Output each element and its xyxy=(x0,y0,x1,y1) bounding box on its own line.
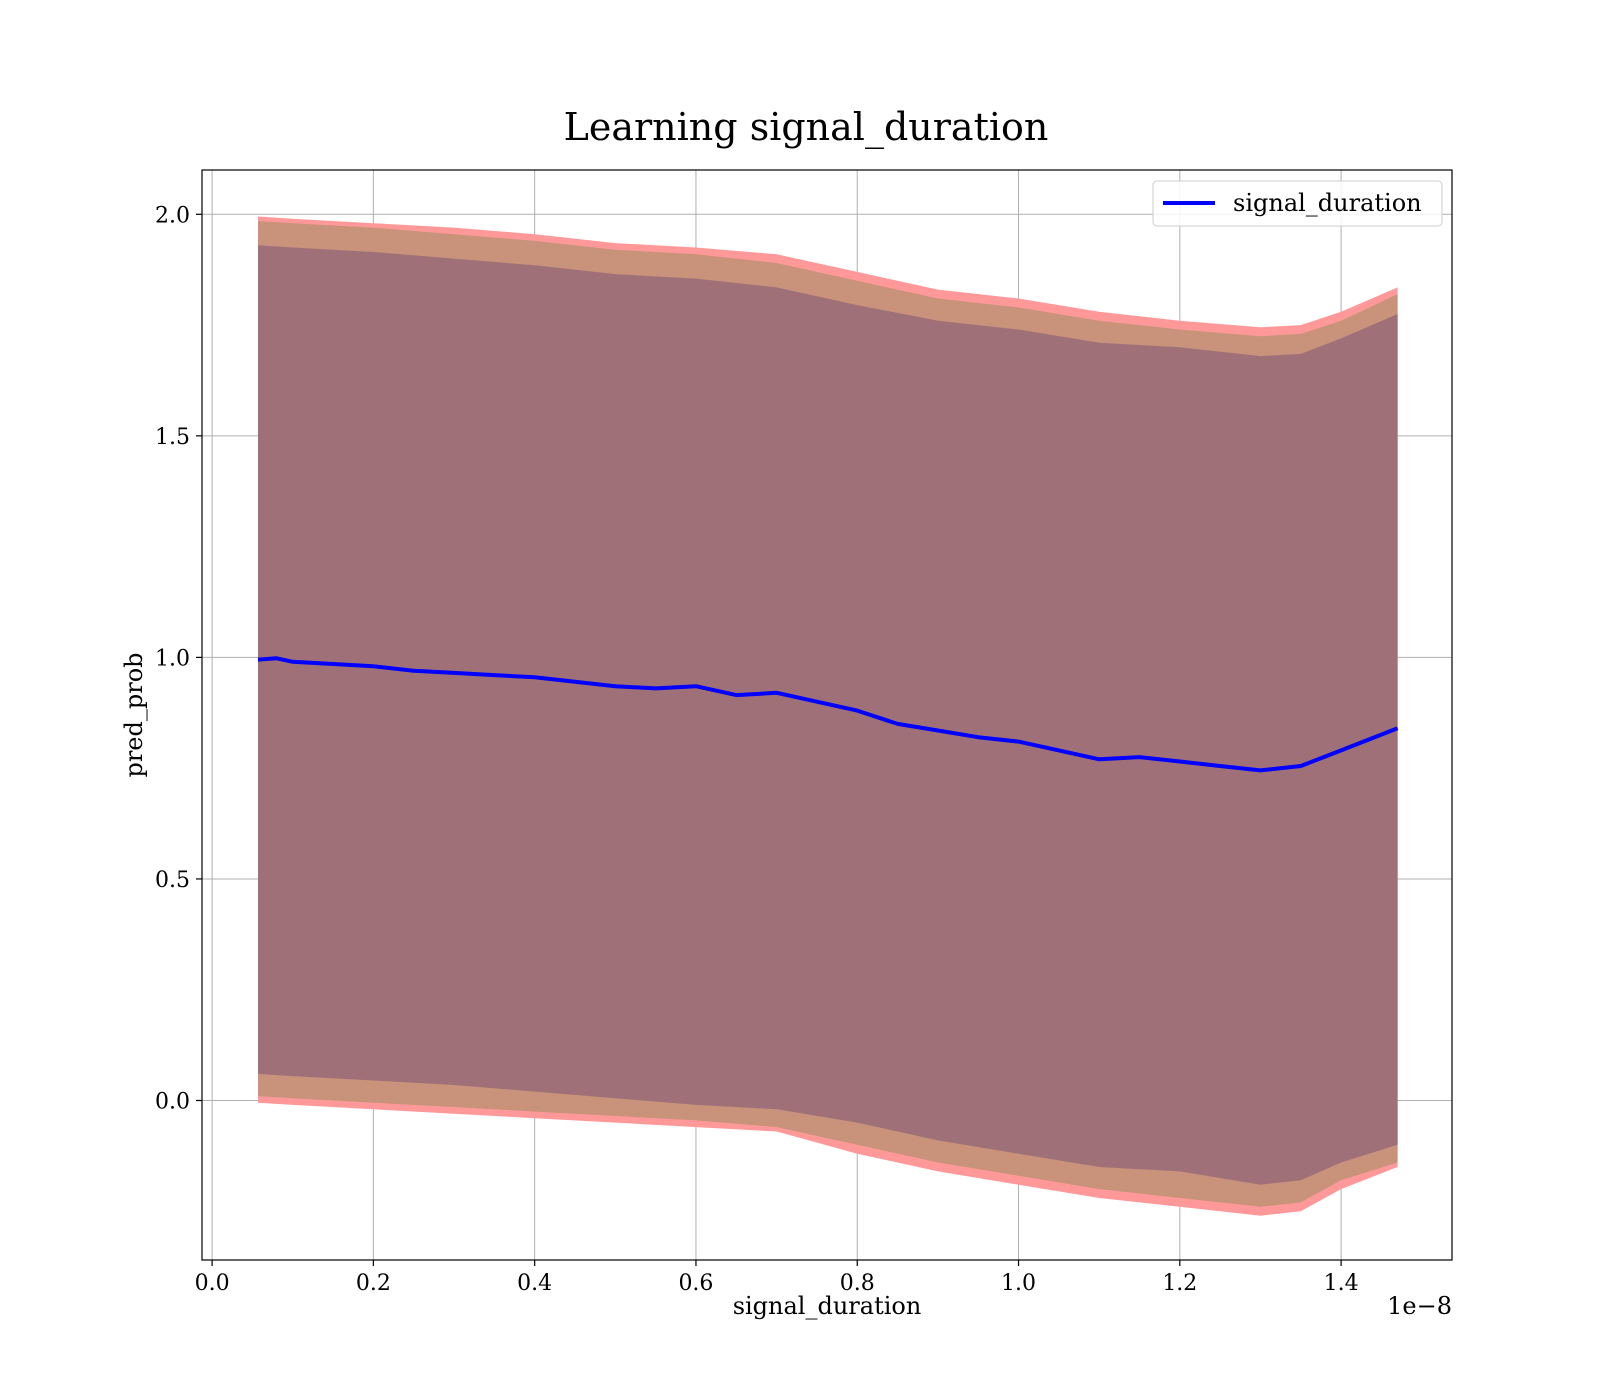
x-axis-label: signal_duration xyxy=(733,1292,922,1320)
y-axis-label: pred_prob xyxy=(120,652,148,777)
x-axis-offset-label: 1e−8 xyxy=(1387,1292,1452,1320)
legend: signal_duration xyxy=(1152,180,1443,227)
series-line-signal_duration xyxy=(257,656,1399,773)
y-axis-ticks: 0.0 0.5 1.0 1.5 2.0 xyxy=(155,203,202,1114)
legend-entry-label: signal_duration xyxy=(1233,189,1422,217)
x-axis-ticks: 0.0 0.2 0.4 0.6 0.8 1.0 1.2 1.4 xyxy=(195,1260,1359,1296)
x-tick-label: 1.2 xyxy=(1162,1271,1197,1296)
x-tick-label: 1.4 xyxy=(1324,1271,1359,1296)
y-tick-label: 2.0 xyxy=(155,203,190,228)
x-tick-label: 1.0 xyxy=(1001,1271,1036,1296)
legend-box xyxy=(1152,180,1443,227)
y-tick-label: 0.5 xyxy=(155,868,190,893)
y-tick-label: 0.0 xyxy=(155,1089,190,1114)
confidence-band-3 xyxy=(258,245,1398,1185)
x-tick-label: 0.2 xyxy=(356,1271,391,1296)
x-tick-label: 0.4 xyxy=(517,1271,552,1296)
plot-frame xyxy=(201,169,1453,1261)
x-tick-label: 0.6 xyxy=(678,1271,713,1296)
y-tick-label: 1.0 xyxy=(155,646,190,671)
y-tick-label: 1.5 xyxy=(155,425,190,450)
x-tick-label: 0.8 xyxy=(840,1271,875,1296)
series-lines xyxy=(257,656,1399,773)
confidence-bands xyxy=(258,216,1398,1216)
x-tick-label: 0.0 xyxy=(195,1271,230,1296)
chart-title: Learning signal_duration xyxy=(564,105,1049,150)
